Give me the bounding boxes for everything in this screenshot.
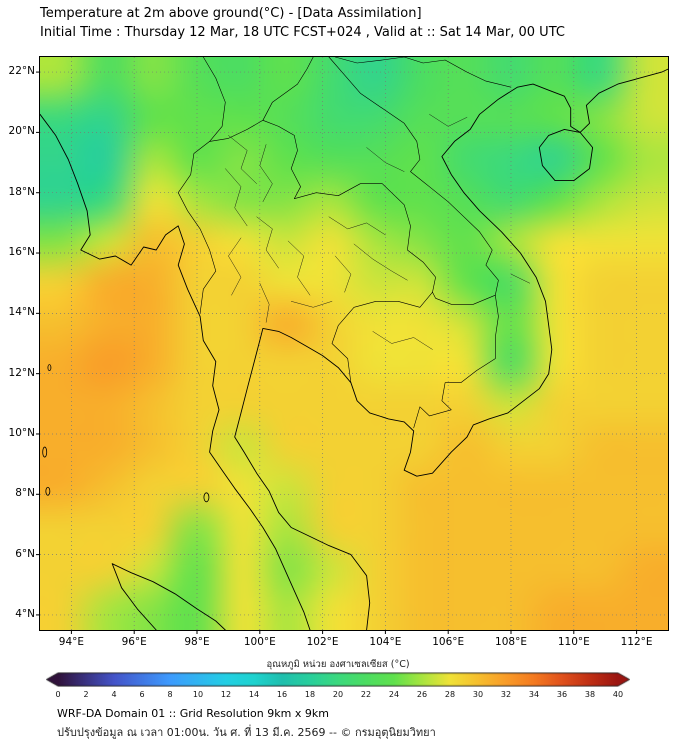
x-tick-label: 100°E bbox=[243, 636, 276, 648]
x-tick-label: 112°E bbox=[620, 636, 653, 648]
colorbar-tick-label: 30 bbox=[472, 690, 484, 699]
colorbar-tick-label: 6 bbox=[139, 690, 145, 699]
colorbar-tick-label: 20 bbox=[332, 690, 344, 699]
province-border bbox=[228, 135, 257, 184]
colorbar bbox=[46, 672, 630, 687]
country-border bbox=[432, 291, 496, 305]
x-tick-label: 102°E bbox=[306, 636, 339, 648]
colorbar-tick-label: 22 bbox=[360, 690, 372, 699]
colorbar-tick-label: 12 bbox=[220, 690, 232, 699]
province-border bbox=[510, 273, 531, 284]
colorbar-tick-label: 24 bbox=[388, 690, 400, 699]
island-outline bbox=[45, 486, 51, 496]
page-title: Temperature at 2m above ground(°C) - [Da… bbox=[40, 6, 422, 21]
country-border bbox=[262, 120, 436, 293]
colorbar-tick-label: 36 bbox=[556, 690, 568, 699]
province-border bbox=[429, 114, 468, 127]
province-border bbox=[334, 255, 352, 293]
province-border bbox=[259, 282, 270, 323]
x-tick-label: 96°E bbox=[121, 636, 147, 648]
y-tick-label: 20°N bbox=[8, 125, 35, 138]
footer-domain-info: WRF-DA Domain 01 :: Grid Resolution 9km … bbox=[57, 707, 329, 720]
footer-update-info: ปรับปรุงข้อมูล ณ เวลา 01:00น. วัน ศ. ที่… bbox=[57, 726, 436, 739]
colorbar-tick-label: 8 bbox=[167, 690, 173, 699]
province-border bbox=[228, 237, 242, 296]
province-border bbox=[287, 240, 311, 296]
colorbar-tick-label: 16 bbox=[276, 690, 288, 699]
colorbar-tick-label: 0 bbox=[55, 690, 61, 699]
y-tick-label: 16°N bbox=[8, 246, 35, 259]
island-outline bbox=[203, 492, 210, 503]
coastline bbox=[234, 68, 669, 631]
y-tick-label: 14°N bbox=[8, 306, 35, 319]
temperature-field-canvas bbox=[40, 57, 668, 630]
province-border bbox=[353, 243, 408, 281]
province-border bbox=[290, 301, 333, 308]
country-border bbox=[331, 291, 433, 383]
x-tick-label: 94°E bbox=[58, 636, 85, 648]
page-subtitle: Initial Time : Thursday 12 Mar, 18 UTC F… bbox=[40, 25, 565, 40]
map-frame bbox=[36, 56, 669, 634]
x-tick-label: 104°E bbox=[369, 636, 402, 648]
y-tick-label: 10°N bbox=[8, 426, 35, 439]
colorbar-title: อุณหภูมิ หน่วย องศาเซลเซียส (°C) bbox=[266, 659, 410, 670]
province-border bbox=[328, 216, 386, 236]
colorbar-tick-label: 2 bbox=[83, 690, 89, 699]
colorbar-tick-label: 18 bbox=[304, 690, 316, 699]
map-overlay bbox=[36, 56, 669, 634]
y-tick-label: 8°N bbox=[15, 487, 35, 500]
country-border bbox=[262, 56, 314, 121]
colorbar-tick-label: 26 bbox=[416, 690, 428, 699]
colorbar-tick-label: 14 bbox=[248, 690, 260, 699]
country-border bbox=[177, 120, 264, 314]
y-tick-label: 6°N bbox=[15, 547, 35, 560]
x-tick-label: 98°E bbox=[184, 636, 210, 648]
colorbar-tick-label: 10 bbox=[192, 690, 204, 699]
colorbar-tick-label: 40 bbox=[612, 690, 624, 699]
y-tick-label: 4°N bbox=[15, 607, 35, 620]
x-tick-label: 108°E bbox=[495, 636, 527, 648]
coastline bbox=[39, 113, 311, 631]
island-outline bbox=[42, 446, 48, 458]
coastline bbox=[538, 128, 594, 182]
colorbar-tick-label: 38 bbox=[584, 690, 596, 699]
coastline bbox=[111, 563, 226, 631]
province-border bbox=[259, 144, 273, 203]
y-tick-label: 12°N bbox=[8, 366, 35, 379]
colorbar-tick-label: 4 bbox=[111, 690, 117, 699]
colorbar-tick-label: 28 bbox=[444, 690, 456, 699]
country-border bbox=[334, 56, 512, 88]
x-tick-label: 106°E bbox=[432, 636, 465, 648]
country-border bbox=[413, 294, 499, 429]
province-border bbox=[372, 331, 433, 350]
colorbar-tick-label: 34 bbox=[528, 690, 540, 699]
province-border bbox=[256, 216, 279, 269]
y-tick-label: 18°N bbox=[8, 185, 35, 198]
country-border bbox=[328, 56, 499, 296]
country-border bbox=[203, 56, 226, 142]
province-border bbox=[366, 147, 405, 172]
y-tick-label: 22°N bbox=[8, 65, 35, 78]
island-outline bbox=[47, 364, 52, 372]
colorbar-tick-label: 32 bbox=[500, 690, 512, 699]
province-border bbox=[225, 168, 248, 227]
x-tick-label: 110°E bbox=[557, 636, 590, 648]
